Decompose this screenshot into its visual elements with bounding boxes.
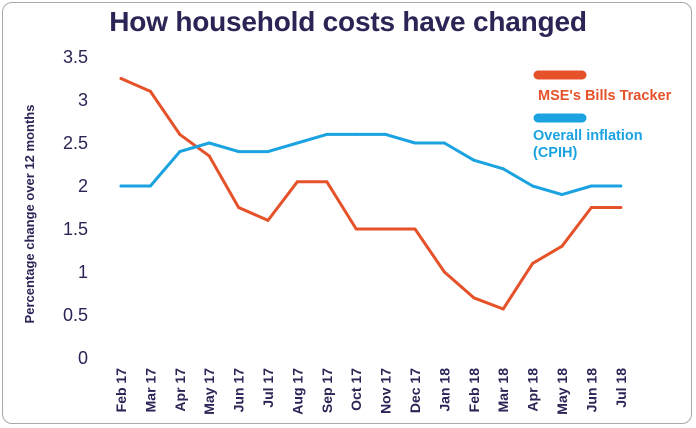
- data-point: [295, 180, 299, 184]
- y-tick-label: 3: [78, 90, 88, 110]
- y-tick-label: 2.5: [63, 133, 88, 153]
- data-point: [295, 141, 299, 145]
- data-point: [384, 132, 388, 136]
- x-tick-label: Jul 17: [260, 368, 276, 408]
- y-axis-label-group: Percentage change over 12 months: [22, 105, 37, 324]
- data-point: [354, 132, 358, 136]
- data-point: [442, 141, 446, 145]
- y-axis-label: Percentage change over 12 months: [22, 105, 37, 324]
- data-point: [531, 261, 535, 265]
- x-tick-label: Oct 17: [348, 368, 364, 411]
- x-tick-label: Apr 18: [525, 368, 541, 412]
- series-lines: [119, 77, 623, 311]
- legend-label-cpih-line2: (CPIH): [533, 145, 577, 161]
- data-point: [472, 158, 476, 162]
- x-tick-label: Nov 17: [378, 368, 394, 414]
- data-point: [413, 141, 417, 145]
- data-point: [589, 206, 593, 209]
- data-point: [266, 218, 270, 222]
- y-tick-labels: 0 0.5 1 1.5 2 2.5 3 3.5: [63, 47, 88, 368]
- y-tick-label: 1.5: [63, 219, 88, 239]
- data-point: [472, 296, 476, 300]
- legend: MSE's Bills Tracker Overall inflation (C…: [533, 70, 672, 161]
- data-point: [237, 206, 241, 209]
- x-tick-label: Aug 17: [289, 368, 305, 415]
- data-point: [589, 184, 593, 188]
- series-line-cpih: [119, 132, 623, 197]
- data-point: [325, 132, 329, 136]
- y-tick-label: 1: [78, 262, 88, 282]
- data-point: [413, 227, 417, 231]
- data-point: [325, 180, 329, 184]
- x-tick-label: Sep 17: [319, 368, 335, 413]
- x-tick-label: Jun 17: [231, 368, 247, 413]
- data-point: [560, 244, 564, 248]
- data-point: [178, 150, 182, 154]
- data-point: [207, 154, 211, 158]
- data-point: [560, 193, 564, 197]
- legend-label-bills-tracker: MSE's Bills Tracker: [538, 88, 672, 104]
- data-point: [501, 307, 505, 311]
- y-tick-label: 0.5: [63, 305, 88, 325]
- chart-title: How household costs have changed: [109, 6, 587, 37]
- series-line-bills-tracker: [119, 77, 623, 311]
- x-tick-labels: Feb 17 Mar 17 Apr 17 May 17 Jun 17 Jul 17 Aug …: [113, 368, 629, 415]
- x-tick-label: Apr 17: [172, 368, 188, 412]
- data-point: [384, 227, 388, 231]
- legend-label-cpih-line1: Overall inflation: [533, 128, 643, 144]
- x-tick-label: May 18: [554, 368, 570, 415]
- data-point: [501, 167, 505, 171]
- x-tick-label: Jun 18: [583, 368, 599, 413]
- x-tick-label: Jan 18: [436, 368, 452, 412]
- data-point: [119, 77, 123, 80]
- x-tick-label: Dec 17: [407, 368, 423, 413]
- data-point: [207, 141, 211, 145]
- x-tick-label: Mar 18: [495, 368, 511, 413]
- x-tick-label: Jul 18: [613, 368, 629, 408]
- data-point: [178, 132, 182, 136]
- data-point: [619, 184, 623, 188]
- data-point: [619, 206, 623, 209]
- data-point: [442, 270, 446, 274]
- data-point: [266, 150, 270, 154]
- y-tick-label: 0: [78, 348, 88, 368]
- data-point: [119, 184, 123, 188]
- x-tick-label: Mar 17: [142, 368, 158, 413]
- data-point: [148, 184, 152, 188]
- data-point: [354, 227, 358, 231]
- x-tick-label: May 17: [201, 368, 217, 415]
- y-tick-label: 3.5: [63, 47, 88, 67]
- x-tick-label: Feb 18: [466, 368, 482, 413]
- y-tick-label: 2: [78, 176, 88, 196]
- x-tick-label: Feb 17: [113, 368, 129, 413]
- data-point: [148, 89, 152, 93]
- data-point: [531, 184, 535, 188]
- data-point: [237, 150, 241, 154]
